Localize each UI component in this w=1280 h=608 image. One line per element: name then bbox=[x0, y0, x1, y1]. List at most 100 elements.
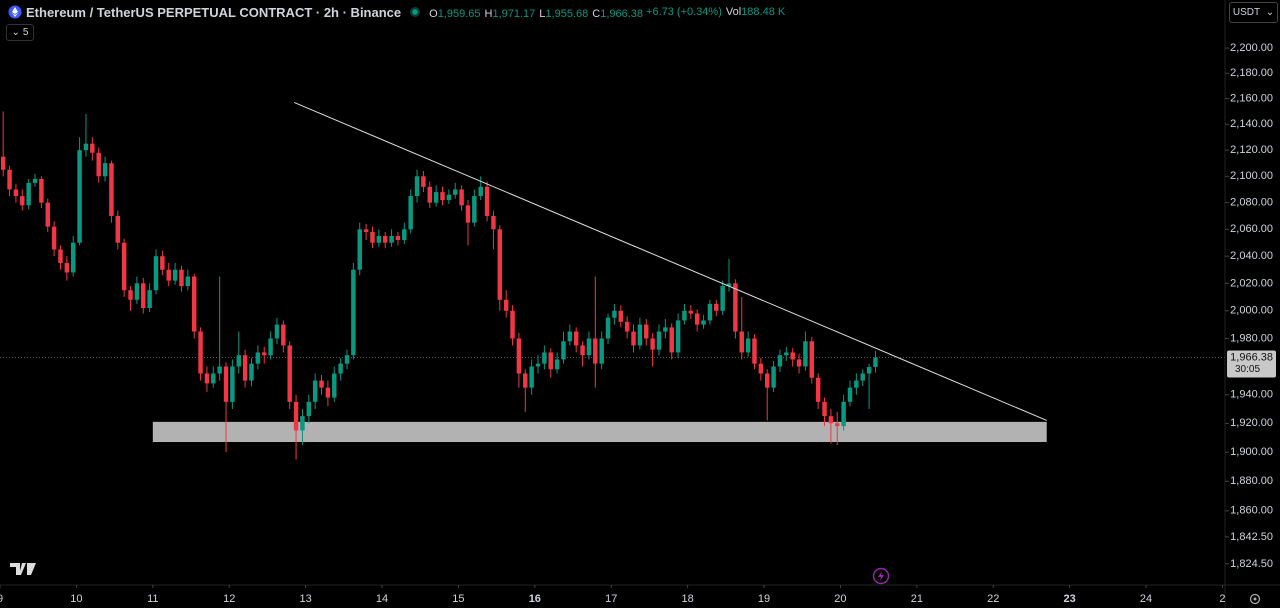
candle-body bbox=[204, 373, 210, 384]
candle-body bbox=[191, 276, 197, 332]
candle-body bbox=[389, 235, 394, 243]
candle-body bbox=[478, 186, 483, 197]
candle-body bbox=[281, 324, 286, 346]
candle-body bbox=[835, 423, 840, 427]
candle-body bbox=[408, 196, 413, 230]
candle-body bbox=[172, 269, 178, 281]
indicator-count: 5 bbox=[22, 27, 29, 38]
candle-body bbox=[815, 377, 821, 402]
symbol-title[interactable]: Ethereum / TetherUS PERPETUAL CONTRACT ·… bbox=[26, 4, 402, 20]
y-tick-label: 2,020.00 bbox=[1230, 277, 1273, 289]
candle-body bbox=[96, 152, 101, 177]
x-tick-label: 17 bbox=[605, 593, 617, 605]
change: +6.73 (+0.34%) bbox=[646, 6, 722, 18]
candle-body bbox=[39, 178, 44, 203]
candle-body bbox=[841, 401, 846, 427]
candle-body bbox=[255, 352, 261, 364]
candle-body bbox=[77, 150, 82, 243]
stat-key: C bbox=[592, 7, 601, 20]
candle-body bbox=[13, 189, 19, 197]
support-zone bbox=[152, 421, 1047, 443]
candle-body bbox=[847, 387, 853, 402]
candle-body bbox=[873, 357, 878, 367]
candle-body bbox=[363, 229, 369, 232]
candle-body bbox=[90, 143, 95, 153]
candle-body bbox=[153, 256, 159, 291]
candle-body bbox=[300, 416, 305, 431]
candle-body bbox=[593, 338, 598, 364]
candle-body bbox=[26, 182, 31, 206]
candle-body bbox=[198, 331, 203, 374]
candle-body bbox=[854, 380, 859, 388]
candle-body bbox=[758, 363, 764, 374]
status-dot bbox=[410, 7, 421, 17]
stat-key: O bbox=[429, 7, 438, 20]
currency: USDT bbox=[1232, 7, 1261, 18]
y-tick-label: 2,100.00 bbox=[1230, 170, 1273, 182]
candle-body bbox=[236, 355, 241, 367]
candle-body bbox=[121, 242, 127, 291]
x-tick-label: 14 bbox=[376, 593, 388, 605]
candle-body bbox=[102, 163, 108, 177]
candle-body bbox=[663, 327, 668, 332]
stat-key: L bbox=[539, 7, 546, 20]
chevron: ⌄ bbox=[11, 27, 20, 38]
alert-icon[interactable] bbox=[872, 567, 890, 585]
stat-key: H bbox=[484, 7, 493, 20]
ohlc-stats: O1,959.65 H1,971.17 L1,955.68 C1,966.38 bbox=[425, 5, 643, 20]
candle-body bbox=[644, 324, 649, 339]
x-tick-label: 10 bbox=[70, 593, 82, 605]
candle-body bbox=[395, 235, 401, 241]
candle-body bbox=[433, 192, 439, 203]
candle-body bbox=[249, 363, 254, 381]
candle-body bbox=[115, 215, 121, 243]
x-tick-label: 22 bbox=[987, 593, 999, 605]
candle-body bbox=[128, 290, 133, 300]
candle-body bbox=[332, 373, 337, 398]
candle-body bbox=[261, 352, 267, 356]
candle-body bbox=[179, 269, 184, 287]
candle-body bbox=[230, 366, 235, 402]
y-tick-label: 2,120.00 bbox=[1230, 144, 1273, 156]
candle-body bbox=[338, 363, 343, 374]
candle-body bbox=[567, 331, 573, 342]
candle-body bbox=[453, 189, 458, 195]
currency-select[interactable]: USDT ⌄ bbox=[1229, 2, 1278, 23]
candle-body bbox=[860, 373, 865, 381]
candle-body bbox=[624, 321, 630, 332]
y-tick-label: 2,200.00 bbox=[1230, 42, 1273, 54]
stat-value: 1,966.38 bbox=[600, 7, 644, 20]
legend-header: Ethereum / TetherUS PERPETUAL CONTRACT ·… bbox=[8, 3, 785, 21]
y-tick-label: 1,940.00 bbox=[1230, 389, 1273, 401]
x-tick-label: 24 bbox=[1140, 593, 1152, 605]
candle-body bbox=[516, 338, 522, 374]
settings-icon[interactable] bbox=[1249, 593, 1261, 605]
y-tick-label: 2,000.00 bbox=[1230, 305, 1273, 317]
candle-body bbox=[421, 176, 426, 187]
candle-body bbox=[287, 345, 292, 402]
y-tick-label: 2,060.00 bbox=[1230, 223, 1273, 235]
candle-body bbox=[70, 242, 76, 273]
candle-body bbox=[370, 231, 375, 243]
candle-body bbox=[675, 320, 681, 353]
candle-body bbox=[669, 327, 674, 353]
candle-body bbox=[809, 341, 815, 378]
x-tick-label: 12 bbox=[223, 593, 235, 605]
candle-body bbox=[465, 205, 471, 223]
candle-body bbox=[223, 366, 229, 402]
chevron: ⌄ bbox=[1265, 7, 1275, 18]
candle-body bbox=[382, 235, 388, 243]
candle-body bbox=[357, 229, 362, 270]
candle-body bbox=[720, 286, 725, 311]
candle-body bbox=[147, 290, 152, 309]
x-tick-label: 11 bbox=[147, 593, 158, 605]
candle-body bbox=[529, 366, 534, 388]
candle-body bbox=[344, 355, 350, 364]
candle-body bbox=[427, 186, 432, 203]
candle-body bbox=[790, 352, 795, 360]
indicators-toggle[interactable]: ⌄ 5 bbox=[6, 24, 34, 41]
candle-body bbox=[446, 194, 452, 201]
candle-body bbox=[293, 401, 299, 431]
candle-body bbox=[325, 387, 331, 398]
y-tick-label: 1,880.00 bbox=[1230, 475, 1273, 487]
